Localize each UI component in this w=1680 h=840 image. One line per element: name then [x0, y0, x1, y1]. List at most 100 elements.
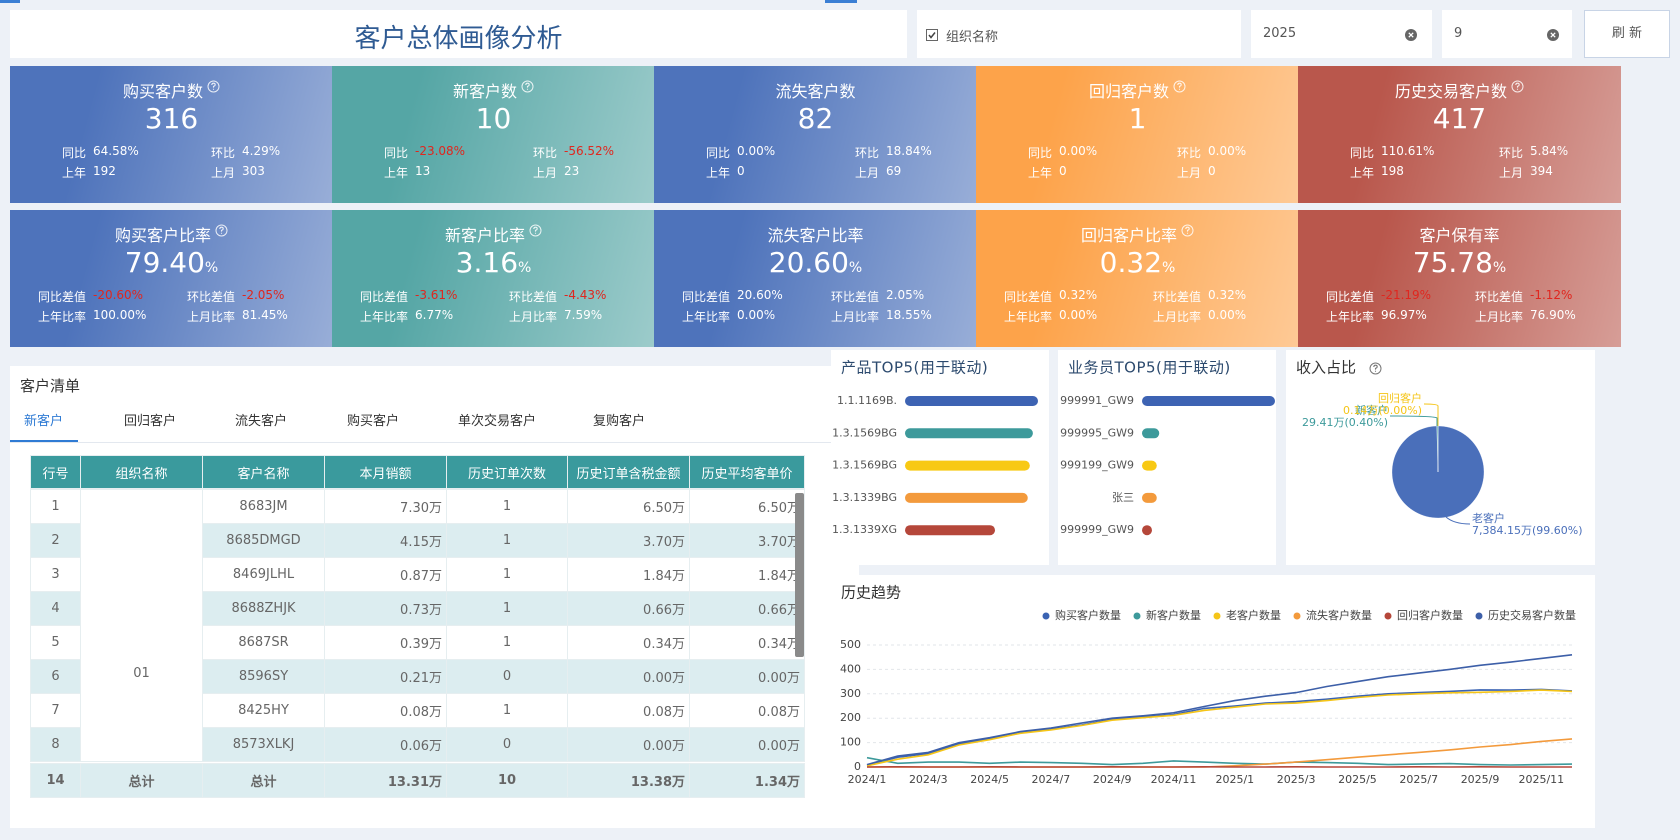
kpi-stat-label: 上月 — [1176, 166, 1201, 180]
bar-label: 1.3.1339XG — [832, 523, 897, 536]
kpi-value-row: 0.32% — [976, 246, 1299, 279]
help-icon[interactable] — [1173, 80, 1186, 93]
bar-label: 999999_GW9 — [1060, 523, 1134, 536]
kpi-stat-label: 上月比率 — [508, 310, 557, 324]
cell: 7.30万 — [324, 489, 447, 524]
cell: 0.00万 — [689, 727, 805, 762]
table-row: 6 8596SY 0.21万 0 0.00万 0.00万 — [30, 659, 805, 694]
help-icon[interactable] — [1511, 80, 1524, 93]
cell: 2 — [30, 523, 81, 558]
kpi-stat-value: 394 — [1530, 164, 1553, 178]
clear-icon[interactable] — [1547, 29, 1559, 41]
help-icon[interactable] — [207, 80, 220, 93]
bar-label: 999991_GW9 — [1060, 394, 1134, 407]
cell: 6.50万 — [567, 489, 690, 524]
kpi-stat-value: -21.19% — [1381, 288, 1432, 302]
header-cell: 历史订单次数 — [446, 455, 568, 489]
tab[interactable]: 新客户 — [24, 414, 64, 429]
x-tick-label: 2025/7 — [1399, 773, 1438, 786]
total-cell: 1.34万 — [689, 763, 805, 798]
year-select[interactable]: 2025 — [1251, 10, 1432, 58]
org-filter[interactable]: 组织名称 — [917, 10, 1241, 58]
header-cell: 组织名称 — [80, 455, 203, 489]
kpi-stat-value: 0.32% — [1208, 288, 1247, 302]
table-row: 1 01 8683JM 7.30万 1 6.50万 6.50万 — [30, 489, 805, 762]
kpi-card: 流失客户比率 20.60% 同比差值 20.60% 环比差值 2.05% 上年比率 0.00%… — [654, 210, 977, 347]
cell: 8688ZHJK — [202, 591, 325, 626]
help-circle — [1369, 362, 1382, 375]
chart-title: 收入占比 — [1296, 359, 1356, 377]
x-tick-label: 2024/3 — [909, 773, 948, 786]
tab[interactable]: 流失客户 — [235, 414, 288, 429]
month-select[interactable]: 9 — [1442, 10, 1572, 58]
cell: 3.70万 — [567, 523, 690, 558]
kpi-stat-value: 198 — [1381, 164, 1404, 178]
series-line — [866, 688, 1573, 766]
tab[interactable]: 购买客户 — [347, 414, 400, 429]
kpi-stat-label: 环比差值 — [1474, 290, 1523, 304]
x-tick-label: 2025/3 — [1277, 773, 1316, 786]
x-tick-label: 2025/1 — [1215, 773, 1254, 786]
help-icon[interactable] — [529, 224, 542, 237]
cell: 0.66万 — [689, 591, 805, 626]
legend-label: 老客户数量 — [1226, 608, 1281, 622]
cell: 4 — [30, 591, 81, 626]
kpi-stat-label: 同比差值 — [1003, 290, 1052, 304]
refresh-button[interactable]: 刷 新 — [1584, 10, 1670, 58]
table-row: 4 8688ZHJK 0.73万 1 0.66万 0.66万 — [30, 591, 805, 626]
tab[interactable]: 回归客户 — [124, 414, 177, 429]
bar-label: 1.1.1169B. — [837, 394, 897, 407]
kpi-stat-label: 环比 — [854, 146, 879, 160]
cell: 8687SR — [202, 625, 325, 660]
kpi-value-row: 10 — [332, 102, 655, 135]
cell: 1 — [446, 489, 568, 524]
kpi-value: 0.32 — [1099, 246, 1163, 279]
kpi-stat-label: 同比差值 — [681, 290, 730, 304]
kpi-stat-value: 100.00% — [93, 308, 147, 322]
x-tick-label: 2024/11 — [1151, 773, 1197, 786]
x-tick-label: 2024/9 — [1093, 773, 1132, 786]
table-row: 5 8687SR 0.39万 1 0.34万 0.34万 — [30, 625, 805, 660]
kpi-stat-label: 环比 — [210, 146, 235, 160]
help-icon[interactable] — [1369, 362, 1382, 375]
x-tick-label: 2025/9 — [1461, 773, 1500, 786]
clear-icon[interactable] — [1405, 29, 1417, 41]
cell: 0.06万 — [324, 727, 447, 762]
kpi-stat-label: 同比 — [705, 146, 730, 160]
help-glyph — [1373, 364, 1378, 372]
cell: 6.50万 — [689, 489, 805, 524]
kpi-value-row: 1 — [976, 102, 1299, 135]
help-icon[interactable] — [215, 224, 228, 237]
kpi-value-row: 3.16% — [332, 246, 655, 279]
kpi-stat-value: -2.05% — [242, 288, 285, 302]
kpi-title-row: 购买客户数 — [10, 78, 333, 102]
bar — [1142, 428, 1160, 439]
kpi-stat-value: 81.45% — [242, 308, 288, 322]
kpi-card: 新客户数 10 同比 -23.08% 环比 -56.52% 上年 13 上月 23 — [332, 66, 655, 203]
kpi-title: 回归客户数 — [1088, 82, 1169, 101]
cell: 0.73万 — [324, 591, 447, 626]
kpi-stat-label: 同比 — [1349, 146, 1374, 160]
help-icon[interactable] — [1181, 224, 1194, 237]
x-tick-label: 2024/5 — [970, 773, 1009, 786]
kpi-card: 流失客户数 82 同比 0.00% 环比 18.84% 上年 0 上月 69 — [654, 66, 977, 203]
help-circle — [215, 224, 228, 237]
kpi-stat-value: -1.12% — [1530, 288, 1573, 302]
cell: 8685DMGD — [202, 523, 325, 558]
kpi-value: 316 — [144, 102, 199, 135]
kpi-title-row: 新客户比率 — [332, 222, 655, 246]
kpi-stat-value: -20.60% — [93, 288, 144, 302]
tab[interactable]: 复购客户 — [593, 414, 646, 429]
help-circle — [521, 80, 534, 93]
kpi-stat-label: 上年 — [383, 166, 408, 180]
kpi-card: 购买客户比率 79.40% 同比差值 -20.60% 环比差值 -2.05% 上年比率 100… — [10, 210, 333, 347]
cell: 0.00万 — [567, 659, 690, 694]
checkbox[interactable] — [926, 29, 938, 41]
kpi-stat-value: 0 — [1059, 164, 1067, 178]
legend-marker — [1384, 612, 1392, 620]
leader-line — [1445, 516, 1471, 525]
help-icon[interactable] — [521, 80, 534, 93]
kpi-unit: % — [518, 260, 532, 276]
kpi-stat-label: 环比 — [532, 146, 557, 160]
tab[interactable]: 单次交易客户 — [458, 414, 537, 429]
